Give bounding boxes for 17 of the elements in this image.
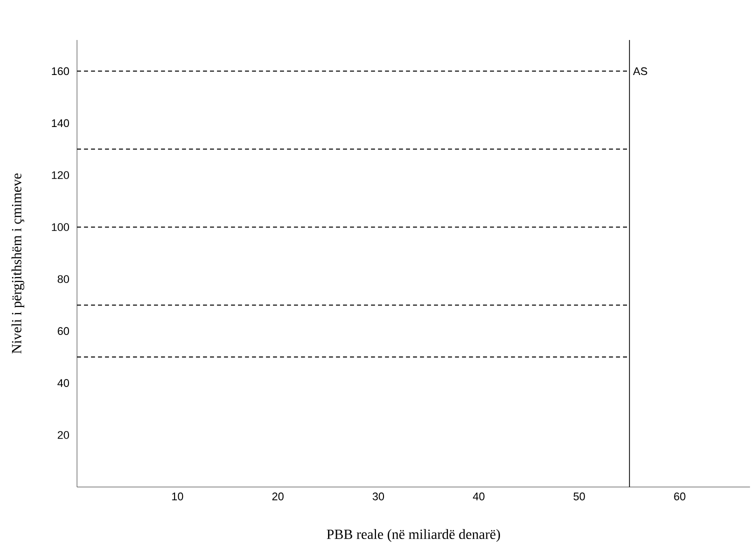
x-tick-label: 60 (674, 492, 686, 500)
ref-line-label: AS (633, 67, 648, 76)
y-tick-label: 20 (58, 431, 70, 439)
y-tick-label: 100 (52, 223, 70, 232)
y-axis-title: Niveli i përgjithshëm i çmimeve (12, 174, 24, 354)
x-axis-title: PBB reale (në miliardë denarë) (326, 529, 500, 542)
y-tick-label: 80 (58, 275, 70, 283)
y-tick-label: 60 (58, 327, 70, 335)
y-tick-label: 140 (52, 119, 70, 128)
x-tick-label: 20 (272, 492, 284, 500)
x-tick-label: 30 (372, 492, 384, 500)
y-tick-label: 160 (52, 67, 70, 76)
y-tick-label: 40 (57, 379, 70, 387)
x-tick-label: 10 (172, 492, 184, 500)
x-tick-label: 40 (472, 492, 484, 500)
x-tick-label: 50 (574, 492, 585, 500)
y-tick-label: 120 (52, 171, 70, 180)
